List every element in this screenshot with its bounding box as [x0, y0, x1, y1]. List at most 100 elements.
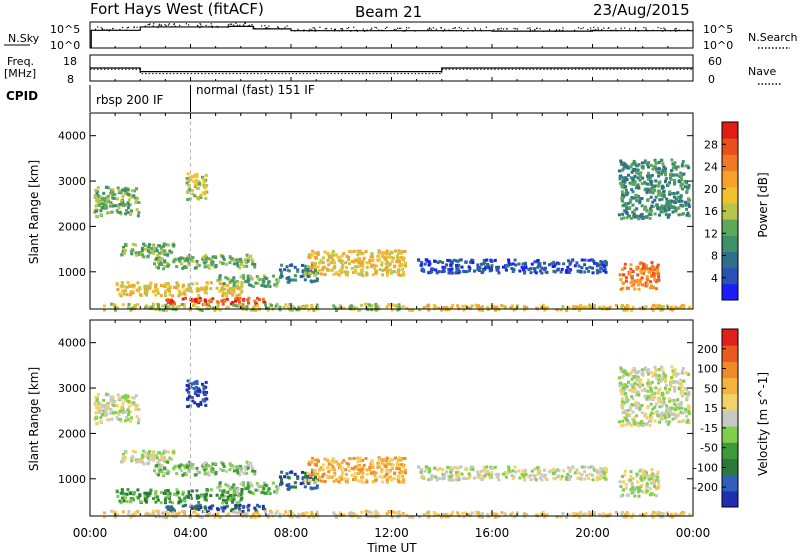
heatmap-cell [636, 183, 640, 187]
heatmap-cell [365, 480, 369, 484]
heatmap-cell [657, 374, 661, 378]
heatmap-cell [624, 209, 628, 213]
heatmap-cell [164, 489, 167, 493]
heatmap-cell [233, 486, 236, 490]
nsky-point [629, 28, 631, 30]
heatmap-cell [344, 261, 348, 265]
heatmap-cell [306, 265, 310, 268]
heatmap-cell [154, 492, 158, 496]
heatmap-cell [383, 257, 387, 261]
heatmap-cell [567, 478, 571, 481]
heatmap-cell [371, 259, 375, 262]
heatmap-cell [115, 209, 119, 213]
nsky-point [600, 29, 603, 31]
heatmap-cell [460, 472, 464, 476]
heatmap-cell [360, 475, 363, 479]
heatmap-cell [293, 306, 296, 310]
nsky-point [534, 30, 536, 32]
nsky-point [313, 27, 316, 29]
nsky-point [217, 26, 219, 28]
heatmap-cell [197, 263, 201, 267]
heatmap-cell [642, 471, 646, 475]
heatmap-cell [398, 256, 401, 260]
heatmap-cell [482, 259, 486, 262]
nsky-point [253, 27, 255, 29]
heatmap-cell [636, 283, 640, 287]
heatmap-cell [183, 512, 186, 516]
heatmap-cell [194, 385, 198, 389]
colorbar-swatch [722, 490, 738, 508]
heatmap-cell [659, 308, 663, 312]
heatmap-cell [305, 478, 309, 482]
heatmap-cell [228, 498, 232, 502]
heatmap-cell [164, 285, 168, 289]
heatmap-cell [216, 304, 220, 307]
heatmap-cell [102, 191, 106, 195]
heatmap-cell [171, 300, 175, 304]
heatmap-cell [193, 510, 197, 514]
heatmap-cell [530, 469, 534, 473]
nsky-point [513, 30, 516, 33]
heatmap-cell [629, 423, 633, 427]
heatmap-cell [134, 201, 138, 205]
heatmap-cell [140, 246, 144, 250]
heatmap-cell [385, 475, 389, 479]
heatmap-cell [290, 515, 294, 519]
heatmap-cell [643, 269, 647, 273]
heatmap-cell [424, 258, 428, 262]
heatmap-cell [538, 469, 542, 473]
velocity-panel-frame [89, 319, 694, 517]
heatmap-cell [309, 268, 313, 272]
heatmap-cell [240, 283, 244, 287]
nsky-point [591, 29, 593, 31]
heatmap-cell [235, 258, 239, 262]
heatmap-cell [623, 202, 627, 206]
heatmap-cell [293, 274, 297, 278]
heatmap-cell [256, 304, 260, 308]
heatmap-cell [102, 511, 106, 515]
heatmap-cell [387, 255, 391, 259]
heatmap-cell [121, 395, 125, 399]
cpid-segment-1: rbsp 200 IF [96, 93, 163, 107]
heatmap-cell [660, 193, 664, 197]
heatmap-cell [590, 512, 594, 516]
heatmap-cell [651, 407, 655, 411]
heatmap-cell [235, 284, 239, 288]
heatmap-cell [237, 298, 241, 302]
heatmap-cell [677, 406, 681, 410]
heatmap-cell [181, 473, 185, 477]
heatmap-cell [545, 513, 549, 516]
heatmap-cell [240, 281, 244, 284]
heatmap-cell [168, 456, 172, 460]
heatmap-cell [637, 163, 641, 167]
heatmap-cell [385, 462, 389, 466]
nsky-point [573, 30, 576, 32]
heatmap-cell [402, 480, 406, 484]
heatmap-cell [233, 465, 237, 469]
heatmap-cell [202, 177, 206, 181]
heatmap-cell [638, 513, 642, 517]
heatmap-cell [106, 404, 110, 408]
heatmap-cell [132, 513, 135, 516]
heatmap-cell [305, 304, 309, 308]
heatmap-cell [396, 271, 400, 274]
heatmap-cell [374, 471, 378, 475]
heatmap-cell [238, 507, 241, 511]
heatmap-cell [669, 203, 673, 207]
heatmap-cell [209, 298, 213, 302]
heatmap-cell [203, 265, 207, 269]
heatmap-cell [659, 158, 663, 162]
heatmap-cell [538, 471, 542, 475]
heatmap-cell [525, 512, 529, 516]
colorbar-swatch [722, 186, 738, 204]
heatmap-cell [119, 191, 123, 195]
heatmap-cell [496, 472, 500, 476]
nsky-point [647, 29, 649, 32]
heatmap-cell [476, 268, 480, 272]
heatmap-cell [237, 293, 241, 297]
heatmap-cell [428, 478, 432, 482]
y-tick-label: 2000 [58, 427, 86, 440]
heatmap-cell [649, 270, 653, 274]
heatmap-cell [621, 304, 625, 308]
heatmap-cell [286, 513, 290, 517]
